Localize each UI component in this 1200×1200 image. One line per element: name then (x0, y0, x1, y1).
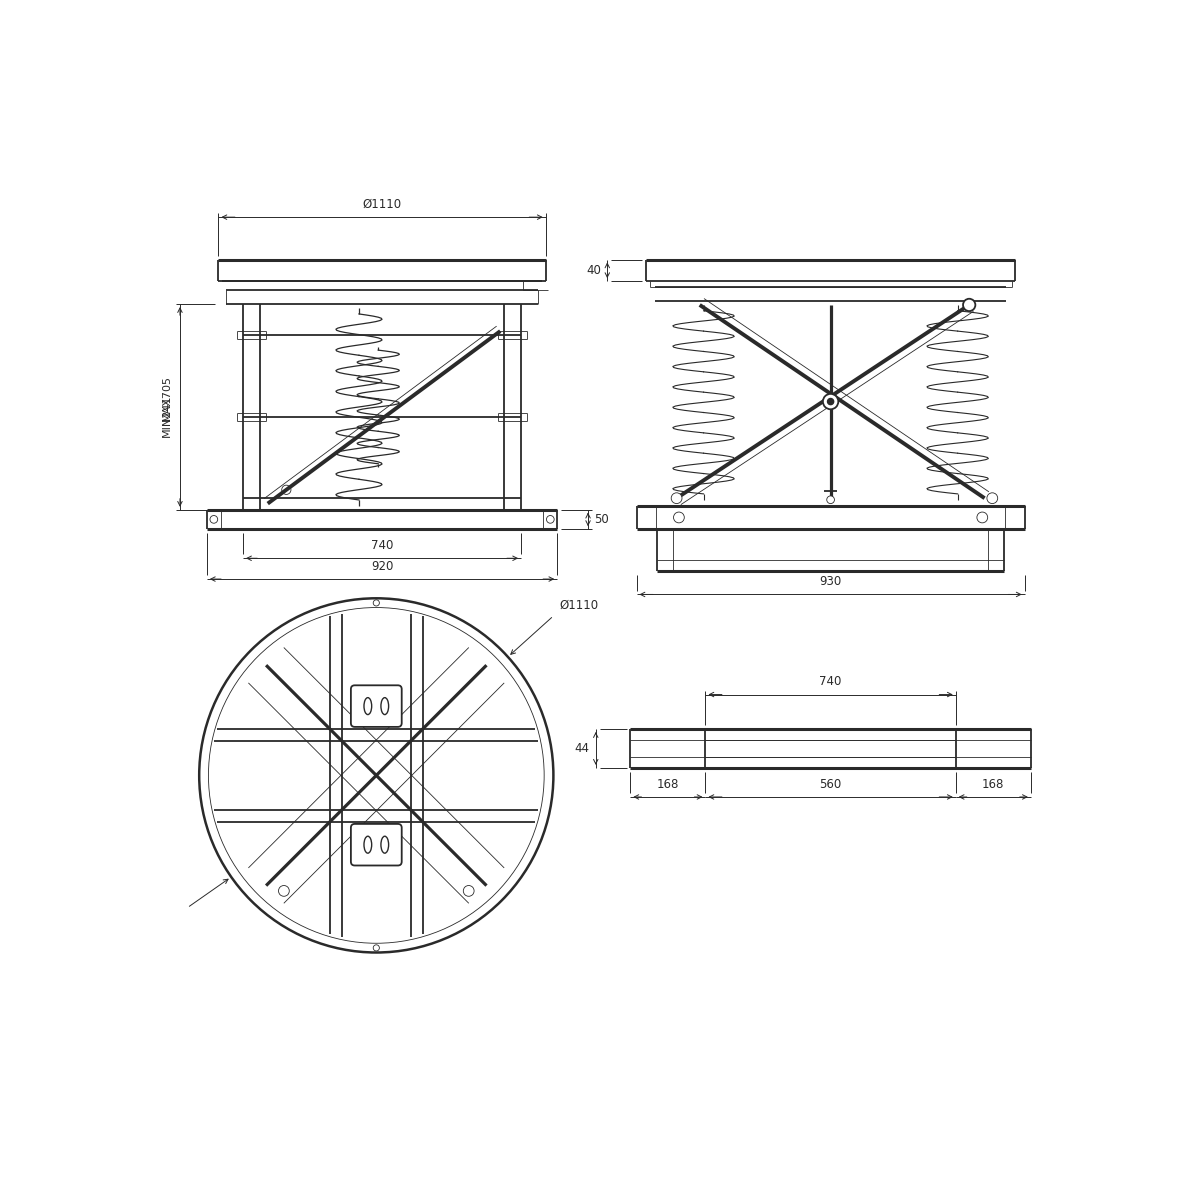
Text: 930: 930 (820, 575, 841, 588)
Circle shape (827, 496, 834, 504)
Circle shape (986, 493, 997, 504)
Text: 740: 740 (371, 539, 394, 552)
Text: Ø1110: Ø1110 (362, 198, 402, 211)
Circle shape (671, 493, 682, 504)
Text: 40: 40 (587, 264, 601, 277)
Text: 44: 44 (575, 742, 589, 755)
Text: MIN241: MIN241 (162, 395, 173, 438)
Circle shape (823, 394, 839, 409)
Text: MAX705: MAX705 (162, 374, 173, 421)
Text: Ø1110: Ø1110 (560, 599, 599, 612)
Text: 50: 50 (594, 512, 608, 526)
Text: 168: 168 (656, 778, 679, 791)
Circle shape (828, 398, 834, 404)
Text: 560: 560 (820, 778, 841, 791)
FancyBboxPatch shape (350, 685, 402, 727)
Text: 168: 168 (982, 778, 1004, 791)
FancyBboxPatch shape (350, 824, 402, 865)
Circle shape (964, 299, 976, 311)
Text: 920: 920 (371, 560, 394, 572)
Text: 740: 740 (820, 676, 841, 689)
